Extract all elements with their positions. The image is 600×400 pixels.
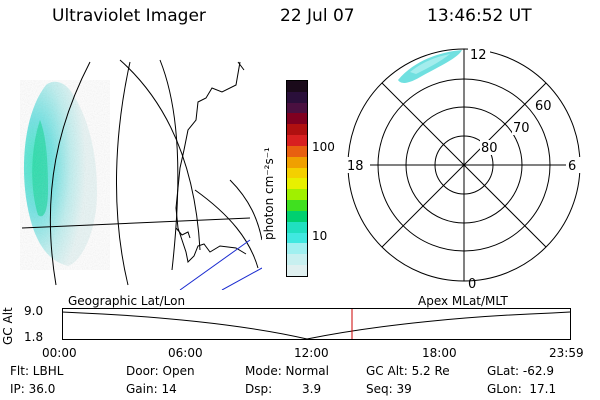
glon-info: GLon: 17.1 — [487, 382, 557, 396]
timeline-y-top: 9.0 — [24, 304, 44, 318]
colorbar-swatch — [287, 81, 307, 92]
colorbar-swatch — [287, 221, 307, 233]
colorbar-tick-100: 100 — [312, 140, 335, 154]
colorbar-swatch — [287, 156, 307, 168]
time-tick-1800: 18:00 — [422, 346, 457, 360]
seq-info: Seq: 39 — [366, 382, 412, 396]
altitude-curve — [62, 311, 571, 340]
colorbar-swatch — [287, 243, 307, 255]
mode-info: Mode: Normal — [245, 364, 329, 378]
colorbar-swatch — [287, 145, 307, 157]
timeline-axis-label: GC Alt — [1, 307, 15, 345]
instrument-title: Ultraviolet Imager — [52, 6, 206, 26]
dsp-label: Dsp: — [245, 382, 273, 396]
time-tick-0000: 00:00 — [42, 346, 77, 360]
glat-info: GLat: -62.9 — [487, 364, 554, 378]
colorbar-swatch — [287, 113, 307, 125]
time-tick-1200: 12:00 — [294, 346, 329, 360]
mlt-label-6: 6 — [568, 159, 576, 174]
colorbar-swatch — [287, 189, 307, 201]
gain-info: Gain: 14 — [126, 382, 177, 396]
time-label: 13:46:52 UT — [427, 6, 532, 26]
polar-plot: 12 18 6 0 60 70 80 — [344, 46, 582, 290]
door-info: Door: Open — [126, 364, 195, 378]
colorbar-swatch — [287, 254, 307, 266]
colorbar-swatch — [287, 178, 307, 190]
boundary-lines — [179, 239, 262, 290]
mlt-label-12: 12 — [470, 48, 487, 63]
gc-alt-info: GC Alt: 5.2 Re — [366, 364, 450, 378]
colorbar-swatch — [287, 167, 307, 179]
lat-lon-grid — [21, 59, 262, 286]
timeline-plot — [62, 308, 571, 340]
polar-grid — [347, 48, 581, 282]
lat-label-60: 60 — [535, 99, 552, 114]
time-tick-0600: 06:00 — [168, 346, 203, 360]
dsp-value: 3.9 — [302, 382, 322, 396]
colorbar-tick-10: 10 — [312, 229, 328, 243]
colorbar-swatch — [287, 91, 307, 103]
colorbar-swatch — [287, 124, 307, 136]
timeline-left-caption: Geographic Lat/Lon — [68, 294, 186, 308]
lat-label-80: 80 — [481, 141, 498, 156]
timeline-y-bottom: 1.8 — [24, 330, 44, 344]
date-label: 22 Jul 07 — [280, 6, 355, 26]
colorbar-swatch — [287, 210, 307, 222]
colorbar-swatch — [287, 265, 307, 276]
coastline — [175, 61, 247, 264]
timeline-right-caption: Apex MLat/MLT — [418, 294, 508, 308]
mlt-label-18: 18 — [347, 159, 364, 174]
colorbar-swatch — [287, 102, 307, 114]
flt-info: Flt: LBHL — [10, 364, 64, 378]
colorbar-swatch — [287, 232, 307, 244]
colorbar-unit-label: photon cm⁻²s⁻¹ — [262, 147, 276, 240]
time-tick-2359: 23:59 — [549, 346, 584, 360]
colorbar-swatch — [287, 135, 307, 146]
noise-texture — [20, 80, 110, 270]
ip-info: IP: 36.0 — [10, 382, 56, 396]
colorbar-swatch — [287, 200, 307, 211]
geographic-image-panel — [20, 59, 262, 290]
lat-label-70: 70 — [513, 121, 530, 136]
mlt-label-0: 0 — [468, 277, 476, 290]
colorbar — [286, 80, 308, 277]
